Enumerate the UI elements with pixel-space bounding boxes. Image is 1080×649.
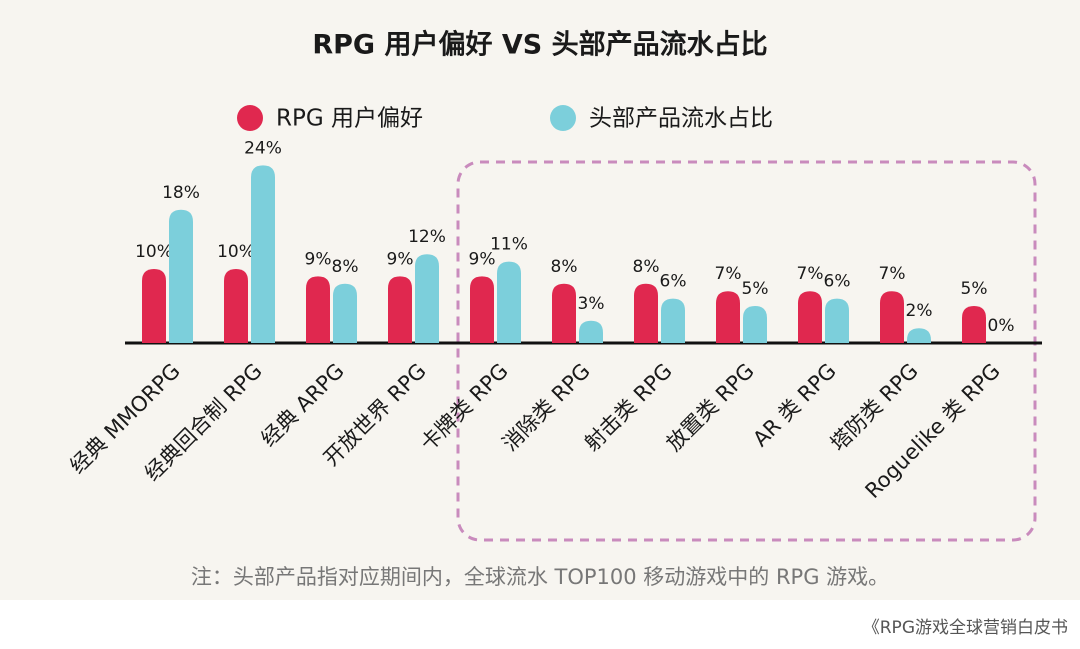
value-label: 24% [244,138,282,158]
value-label: 9% [305,249,332,269]
bar [497,261,521,343]
value-label: 7% [715,264,742,284]
value-label: 18% [162,183,200,203]
legend-swatch [237,105,263,131]
bar [716,291,740,343]
highlight-box [456,160,1037,542]
value-label: 12% [408,227,446,247]
bar [552,283,576,343]
bar [470,276,494,343]
bar [224,269,248,343]
bar [661,298,685,343]
value-label: 8% [551,257,578,277]
bar [907,328,931,343]
value-label: 10% [135,242,173,262]
bar [251,165,275,343]
chart-title: RPG 用户偏好 VS 头部产品流水占比 [312,29,767,61]
value-label: 7% [797,264,824,284]
bar [962,306,986,343]
bar [142,269,166,343]
value-label: 9% [387,249,414,269]
bar [579,320,603,343]
legend-swatch [550,105,576,131]
bar [306,276,330,343]
bar [825,298,849,343]
source: 《RPG游戏全球营销白皮书 [863,618,1068,638]
value-label: 9% [469,249,496,269]
bar [388,276,412,343]
note: 注：头部产品指对应期间内，全球流水 TOP100 移动游戏中的 RPG 游戏。 [191,565,889,589]
value-label: 6% [660,272,687,292]
value-label: 2% [906,301,933,321]
value-label: 3% [578,294,605,314]
bar [169,209,193,343]
value-label: 5% [961,279,988,299]
value-label: 10% [217,242,255,262]
bar [798,291,822,343]
value-label: 6% [824,272,851,292]
bar [743,306,767,343]
bar [634,283,658,343]
value-label: 0% [988,316,1015,336]
legend-label: 头部产品流水占比 [589,106,773,132]
value-label: 8% [633,257,660,277]
bar [415,254,439,343]
value-label: 5% [742,279,769,299]
value-label: 8% [332,257,359,277]
bar [880,291,904,343]
value-label: 7% [879,264,906,284]
value-label: 11% [490,235,528,255]
legend-label: RPG 用户偏好 [276,106,423,132]
bar [333,283,357,343]
